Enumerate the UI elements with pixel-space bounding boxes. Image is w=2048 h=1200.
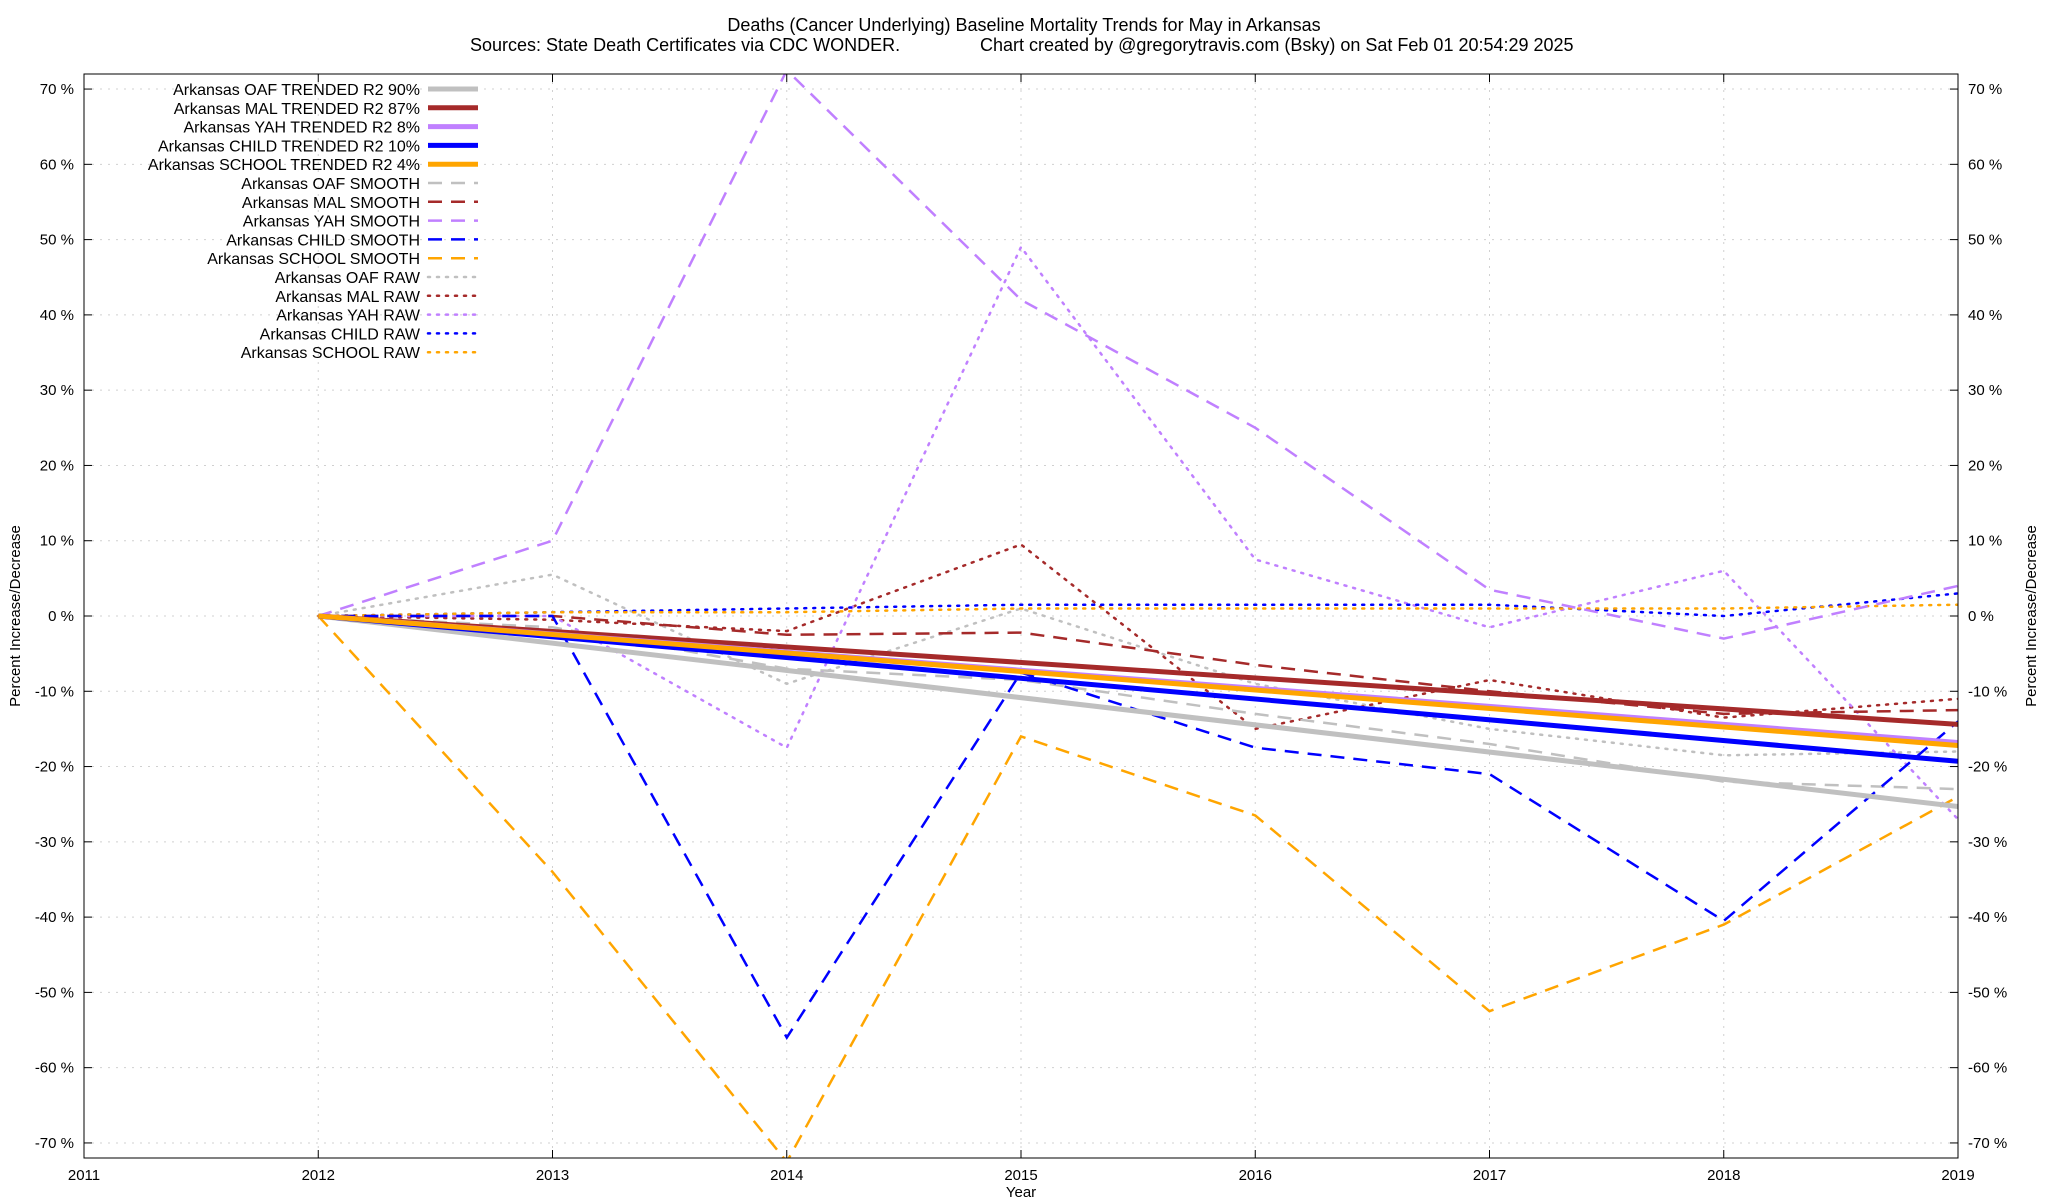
- x-tick-label-2018: 2018: [1707, 1167, 1740, 1184]
- y-tick-label-left: -60 %: [35, 1060, 74, 1077]
- y-tick-label-left: 0 %: [48, 608, 74, 625]
- grid-lines: [84, 74, 1958, 1158]
- series-line-arkansas-school-trended-r2-4: [318, 613, 1958, 748]
- y-tick-label-left: 40 %: [40, 307, 74, 324]
- series-line-arkansas-child-trended-r2-10: [318, 613, 1958, 764]
- y-tick-label-right: 20 %: [1968, 457, 2002, 474]
- series-line-arkansas-mal-trended-r2-87: [318, 613, 1958, 727]
- legend-label: Arkansas CHILD SMOOTH: [226, 232, 420, 249]
- y-axis-label-left: Percent Increase/Decrease: [7, 525, 24, 707]
- y-tick-label-left: -10 %: [35, 683, 74, 700]
- y-tick-label-left: 50 %: [40, 232, 74, 249]
- y-tick-label-left: -50 %: [35, 984, 74, 1001]
- series-line-arkansas-school-raw: [317, 603, 1958, 618]
- chart-legend: Arkansas OAF TRENDED R2 90% Arkansas MAL …: [148, 82, 480, 362]
- x-axis-label: Year: [1006, 1184, 1036, 1200]
- y-tick-label-left: -20 %: [35, 759, 74, 776]
- legend-label: Arkansas OAF TRENDED R2 90%: [173, 82, 420, 99]
- y-tick-label-right: 70 %: [1968, 81, 2002, 98]
- series-line-arkansas-yah-smooth: [317, 74, 1958, 640]
- y-tick-label-right: -30 %: [1968, 834, 2007, 851]
- y-axis-label-right: Percent Increase/Decrease: [2023, 525, 2040, 707]
- x-tick-label-2011: 2011: [68, 1167, 100, 1184]
- y-tick-label-right: -60 %: [1968, 1060, 2007, 1077]
- series-line-arkansas-oaf-smooth: [318, 614, 1958, 791]
- series-line-arkansas-yah-raw: [317, 244, 1958, 821]
- series-lines: [317, 74, 1958, 1158]
- series-line-arkansas-oaf-raw: [317, 573, 1958, 757]
- y-tick-label-right: -20 %: [1968, 759, 2007, 776]
- chart-subtitle-sources: Sources: State Death Certificates via CD…: [470, 35, 900, 55]
- y-tick-label-right: -40 %: [1968, 909, 2007, 926]
- legend-label: Arkansas MAL SMOOTH: [242, 195, 420, 212]
- y-tick-label-right: 60 %: [1968, 156, 2002, 173]
- x-tick-label-2017: 2017: [1473, 1167, 1506, 1184]
- legend-label: Arkansas OAF RAW: [275, 270, 421, 287]
- legend-label: Arkansas MAL RAW: [275, 289, 421, 306]
- y-tick-label-left: 60 %: [40, 156, 74, 173]
- plot-frame: [83, 73, 1959, 1159]
- y-tick-label-left: 10 %: [40, 533, 74, 550]
- x-tick-label-2015: 2015: [1004, 1167, 1037, 1184]
- series-line-arkansas-child-raw: [317, 592, 1958, 618]
- legend-label: Arkansas SCHOOL SMOOTH: [207, 251, 420, 268]
- y-tick-label-right: -70 %: [1968, 1135, 2007, 1152]
- legend-label: Arkansas SCHOOL TRENDED R2 4%: [148, 157, 420, 174]
- y-tick-label-right: 0 %: [1968, 608, 1994, 625]
- legend-label: Arkansas YAH TRENDED R2 8%: [183, 120, 420, 137]
- y-tick-label-right: -50 %: [1968, 984, 2007, 1001]
- axis-ticks: 2011 2012 2013 2014 2015 2016 2017 2018 2019 -70 …: [35, 74, 2007, 1184]
- legend-label: Arkansas MAL TRENDED R2 87%: [174, 101, 420, 118]
- y-tick-label-left: 70 %: [40, 81, 74, 98]
- y-tick-label-left: -30 %: [35, 834, 74, 851]
- y-tick-label-right: 40 %: [1968, 307, 2002, 324]
- legend-label: Arkansas CHILD RAW: [260, 326, 421, 343]
- y-tick-label-left: 30 %: [40, 382, 74, 399]
- y-tick-label-left: -70 %: [35, 1135, 74, 1152]
- legend-label: Arkansas SCHOOL RAW: [241, 345, 421, 362]
- legend-label: Arkansas YAH SMOOTH: [243, 214, 420, 231]
- y-tick-label-right: 50 %: [1968, 232, 2002, 249]
- x-tick-label-2014: 2014: [770, 1167, 803, 1184]
- legend-label: Arkansas OAF SMOOTH: [241, 176, 420, 193]
- x-tick-label-2013: 2013: [536, 1167, 569, 1184]
- y-tick-label-left: 20 %: [40, 457, 74, 474]
- y-tick-label-left: -40 %: [35, 909, 74, 926]
- legend-label: Arkansas CHILD TRENDED R2 10%: [158, 138, 420, 155]
- legend-label: Arkansas YAH RAW: [276, 308, 421, 325]
- y-tick-label-right: 30 %: [1968, 382, 2002, 399]
- y-tick-label-right: -10 %: [1968, 683, 2007, 700]
- x-tick-label-2012: 2012: [302, 1167, 335, 1184]
- x-tick-label-2016: 2016: [1239, 1167, 1272, 1184]
- series-line-arkansas-oaf-trended-r2-90: [318, 613, 1958, 809]
- x-tick-label-2019: 2019: [1941, 1167, 1974, 1184]
- y-tick-label-right: 10 %: [1968, 533, 2002, 550]
- chart-subtitle-credit: Chart created by @gregorytravis.com (Bsk…: [980, 35, 1574, 55]
- chart-title: Deaths (Cancer Underlying) Baseline Mort…: [727, 15, 1320, 35]
- series-line-arkansas-school-smooth: [317, 615, 1958, 1158]
